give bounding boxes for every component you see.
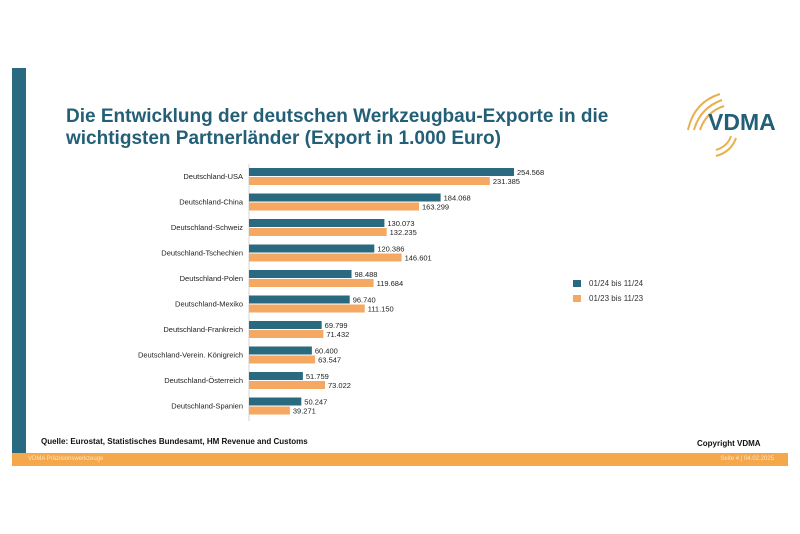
- data-label: 184.068: [444, 194, 471, 203]
- footer-bar: VDMA Präzisionswerkzeuge Seite 4 | 04.02.…: [12, 453, 788, 466]
- legend-item: 01/24 bis 11/24: [573, 279, 643, 288]
- side-strip: [12, 68, 26, 453]
- category-label: Deutschland-Österreich: [164, 376, 243, 385]
- legend-label: 01/23 bis 11/23: [589, 294, 644, 303]
- vdma-logo: VDMA: [708, 109, 776, 135]
- data-label: 69.799: [325, 321, 348, 330]
- bar: [249, 355, 316, 364]
- category-label: Deutschland-Frankreich: [163, 325, 243, 334]
- footer-right: Seite 4 | 04.02.2025: [720, 456, 774, 462]
- legend-swatch: [573, 280, 581, 287]
- bar: [249, 177, 490, 185]
- copyright: Copyright VDMA: [697, 439, 761, 448]
- legend-swatch: [573, 295, 581, 302]
- category-label: Deutschland-China: [179, 198, 244, 207]
- bar: [249, 202, 419, 211]
- bar: [249, 381, 326, 389]
- data-label: 254.568: [517, 168, 544, 177]
- bar: [249, 168, 514, 176]
- data-label: 71.432: [326, 330, 349, 339]
- title-line-1: Die Entwicklung der deutschen Werkzeugba…: [66, 106, 609, 127]
- data-label: 50.247: [304, 398, 327, 407]
- bar: [249, 397, 302, 406]
- data-label: 39.271: [293, 407, 316, 416]
- bar: [249, 228, 387, 236]
- data-label: 51.759: [306, 372, 329, 381]
- legend: 01/24 bis 11/24 01/23 bis 11/23: [573, 279, 643, 309]
- data-label: 63.547: [318, 356, 341, 365]
- bar: [249, 279, 374, 287]
- data-label: 60.400: [315, 347, 338, 356]
- category-label: Deutschland-Spanien: [171, 402, 243, 411]
- data-label: 98.488: [355, 270, 378, 279]
- category-label: Deutschland-Mexiko: [175, 300, 243, 309]
- bar: [249, 295, 350, 304]
- bar: [249, 406, 290, 415]
- footer-left: VDMA Präzisionswerkzeuge: [28, 456, 104, 462]
- bar: [249, 372, 303, 380]
- bar: [249, 330, 324, 338]
- data-label: 120.386: [377, 245, 404, 254]
- bar: [249, 270, 352, 278]
- category-label: Deutschland-Verein. Königreich: [138, 351, 243, 360]
- category-label: Deutschland-Schweiz: [171, 223, 243, 232]
- data-label: 96.740: [353, 296, 376, 305]
- legend-item: 01/23 bis 11/23: [573, 294, 643, 303]
- data-label: 146.601: [405, 254, 432, 263]
- bar: [249, 219, 385, 227]
- legend-label: 01/24 bis 11/24: [589, 279, 644, 288]
- data-label: 119.684: [377, 279, 404, 288]
- source-note: Quelle: Eurostat, Statistisches Bundesam…: [41, 437, 308, 446]
- data-label: 163.299: [422, 203, 449, 212]
- bar: [249, 253, 402, 262]
- category-label: Deutschland-Polen: [180, 274, 243, 283]
- category-label: Deutschland-Tschechien: [161, 249, 243, 258]
- chart-title: Die Entwicklung der deutschen Werkzeugba…: [66, 106, 608, 150]
- bar: [249, 244, 375, 253]
- data-label: 73.022: [328, 381, 351, 390]
- title-line-2: wichtigsten Partnerländer (Export in 1.0…: [66, 128, 501, 149]
- bar: [249, 346, 312, 355]
- data-label: 111.150: [368, 305, 394, 314]
- category-label: Deutschland-USA: [183, 172, 243, 181]
- bar: [249, 193, 441, 202]
- data-label: 231.385: [493, 177, 520, 186]
- data-label: 130.073: [387, 219, 414, 228]
- vdma-logo-arcs-icon: [687, 93, 737, 157]
- bar: [249, 304, 365, 313]
- data-label: 132.235: [390, 228, 417, 237]
- bar: [249, 321, 322, 329]
